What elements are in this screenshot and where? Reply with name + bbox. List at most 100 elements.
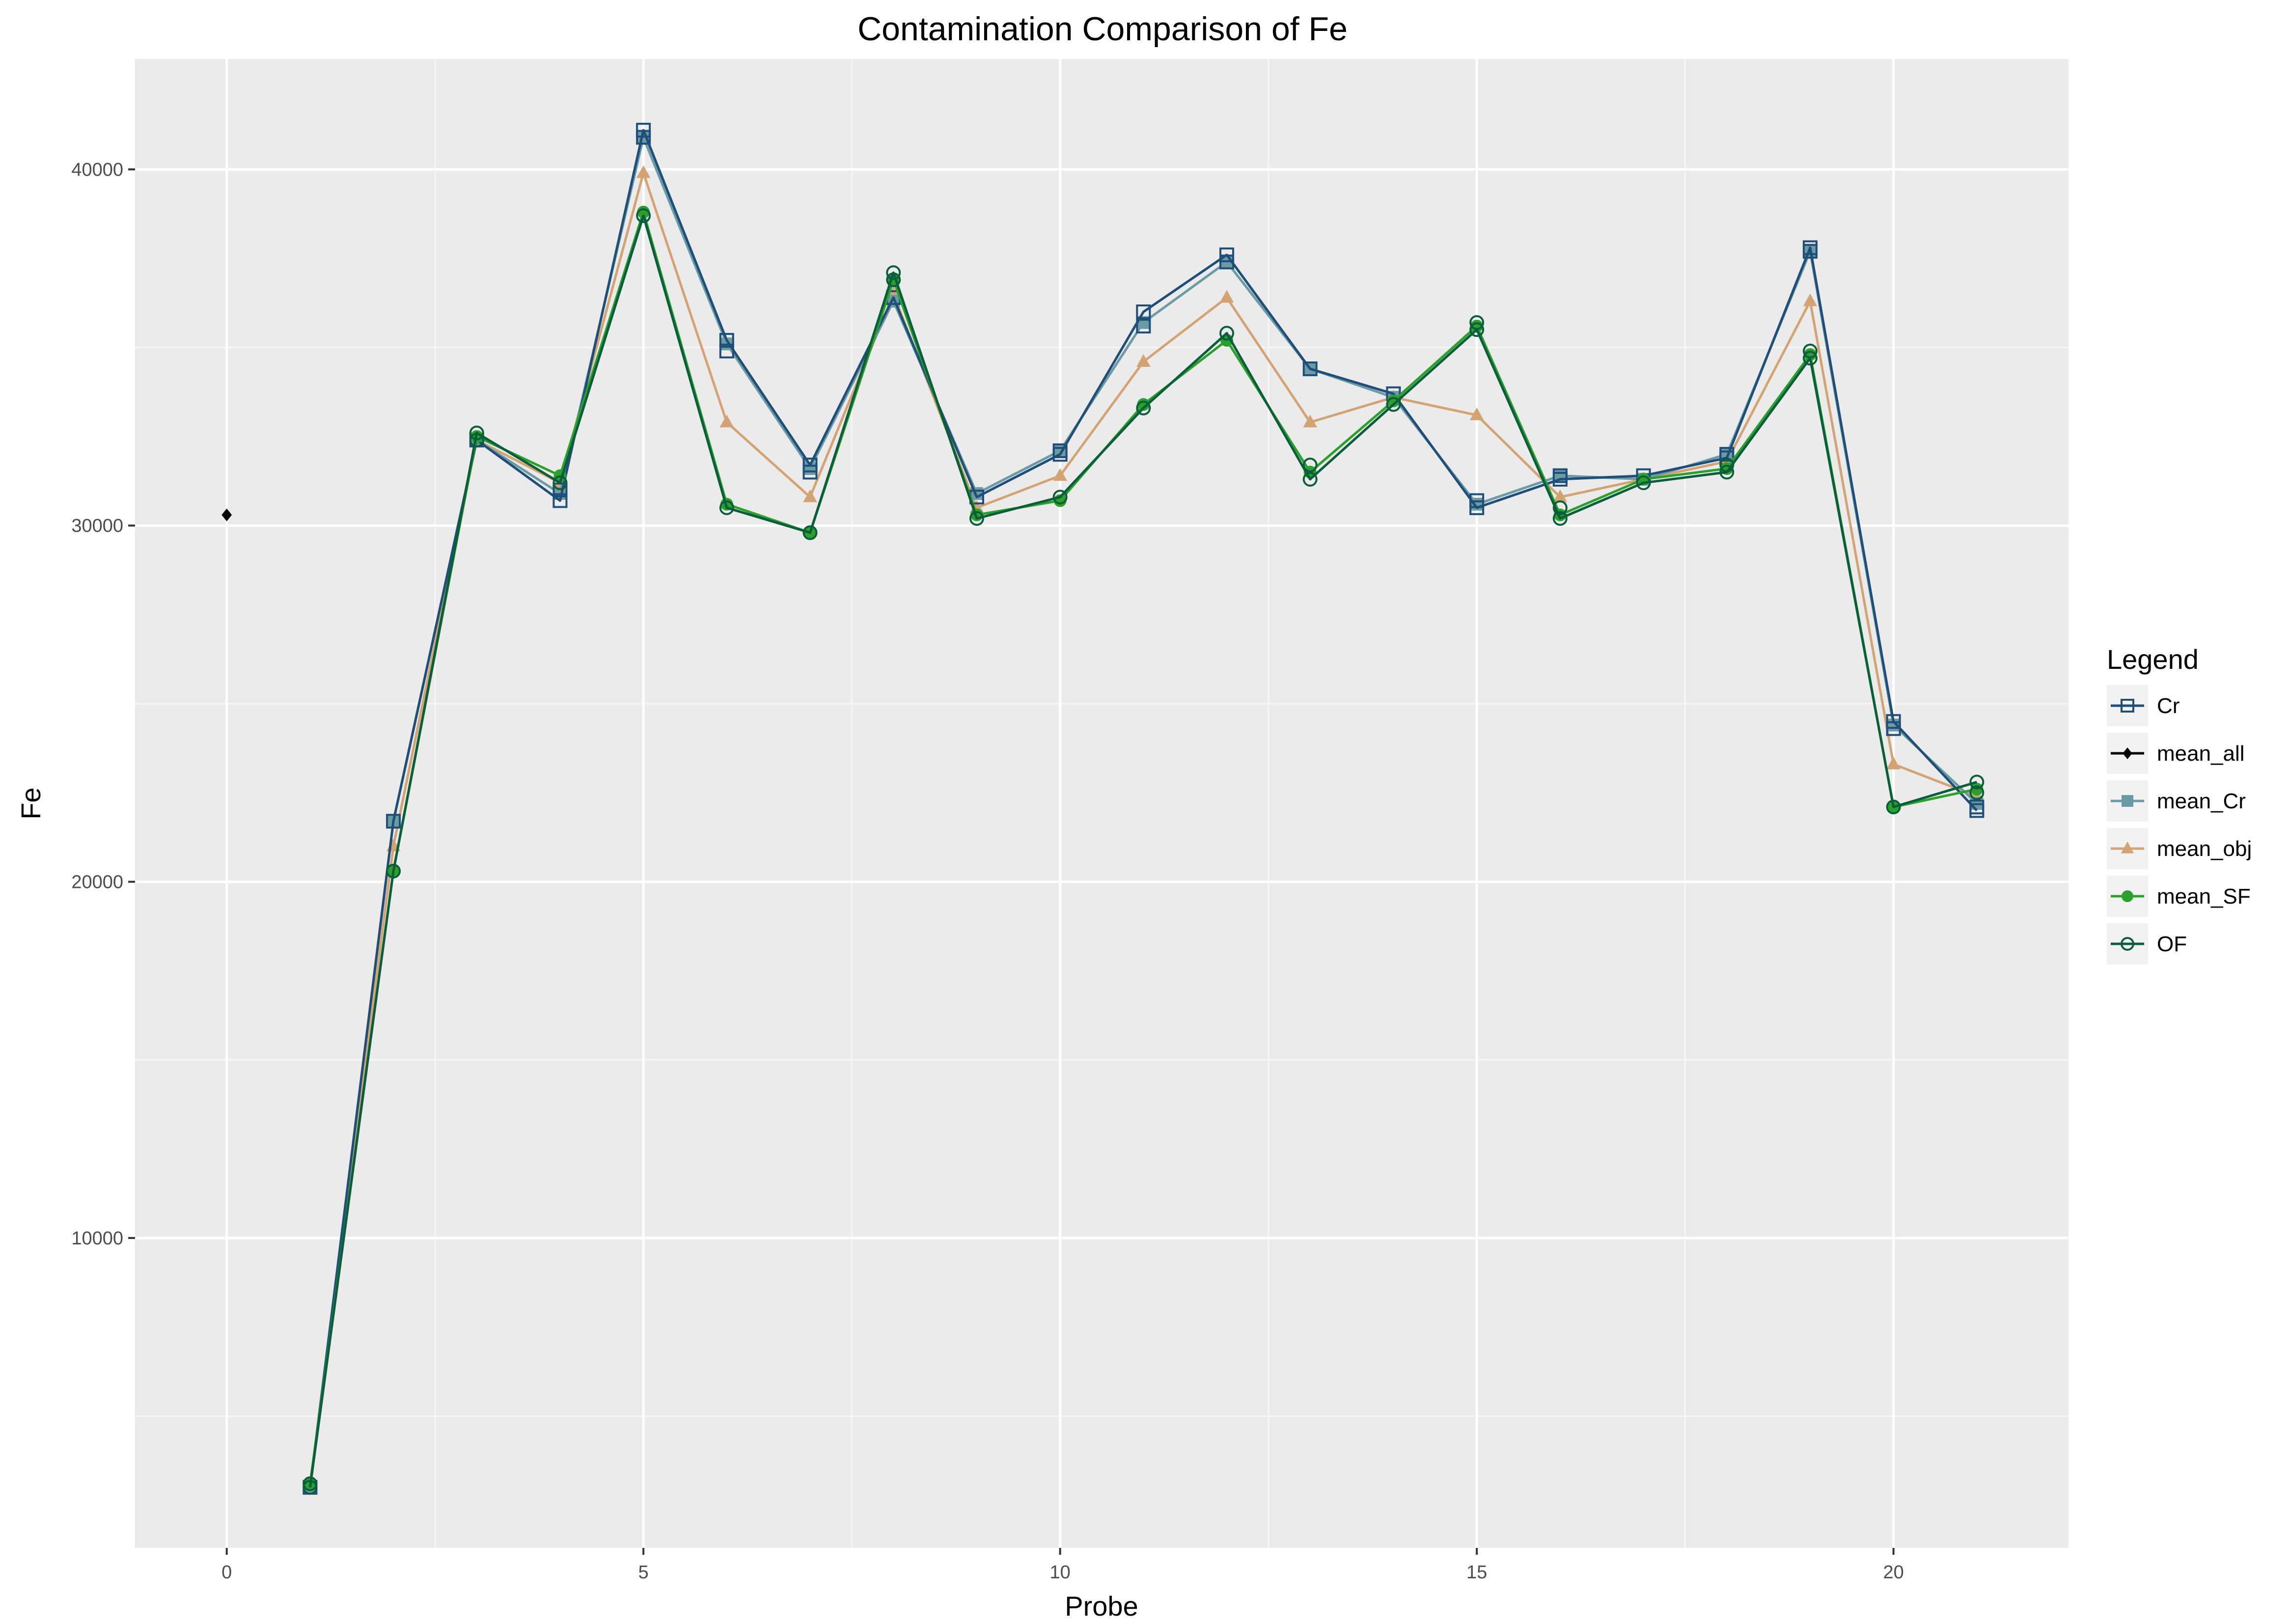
point-cr [636,130,651,145]
y-tick-label: 20000 [71,872,123,893]
series-layer [221,123,1985,1495]
point-of [552,475,568,491]
point-of [1552,500,1568,515]
point-cr [1969,799,1985,815]
point-mean-obj [1303,414,1318,428]
legend-key-marker [2121,841,2134,853]
y-tick-label: 10000 [71,1228,123,1249]
point-mean-sf [1387,394,1400,408]
point-mean-obj [719,414,734,428]
point-of [303,1476,318,1491]
point-of [636,208,651,223]
point-cr [1302,361,1318,377]
point-of [1969,774,1985,790]
series-line-of [308,214,1978,1488]
legend-label: mean_all [2157,742,2245,766]
series-mean-all [221,508,232,522]
series-cr [303,123,1985,1495]
y-tick-label: 40000 [71,160,123,180]
x-tick-label: 5 [638,1562,649,1583]
legend-item-mean-cr: mean_Cr [2107,780,2246,822]
point-of [1802,351,1818,366]
point-of [886,265,901,280]
point-mean-obj [1886,756,1901,770]
point-cr [552,493,568,508]
point-of [802,525,818,540]
point-of [1552,511,1568,526]
legend-key-marker [2122,890,2133,902]
point-of [1886,799,1901,815]
point-mean-obj [1553,489,1568,502]
point-of [886,272,901,287]
legend-title: Legend [2107,644,2199,675]
point-of [1636,475,1651,491]
point-cr [1886,721,1901,736]
point-mean-sf [637,205,650,219]
legend-item-mean-obj: mean_obj [2107,828,2252,869]
legend-key-marker [2121,937,2134,951]
legend-label: mean_Cr [2157,789,2246,813]
x-tick-label: 0 [221,1562,232,1583]
y-axis-title: Fe [15,787,46,819]
point-of [1302,471,1318,487]
plot-panel [135,59,2068,1548]
legend-item-cr: Cr [2107,685,2179,726]
point-of [1302,457,1318,472]
point-of [1386,397,1401,412]
legend: Legend Cr mean_all mean_Cr mean_obj mean_SF O… [2107,644,2252,964]
point-of [1719,457,1735,472]
point-cr [1052,443,1068,458]
legend-key-marker [2123,747,2132,759]
point-mean-obj [1053,468,1067,481]
point-mean-all [221,508,232,522]
x-axis-ticks: 0 5 10 15 20 [221,1548,1904,1583]
legend-item-mean-all: mean_all [2107,733,2245,774]
legend-label: Cr [2157,694,2179,718]
point-of [1719,465,1735,480]
point-mean-obj [1803,293,1818,306]
legend-label: OF [2157,932,2187,956]
point-of [1136,400,1151,415]
point-mean-sf [1137,398,1150,411]
legend-key-marker [2122,795,2133,807]
point-of [1802,343,1818,358]
point-of [719,500,734,515]
point-cr [1469,493,1485,508]
point-cr [1552,468,1568,483]
point-cr [1136,319,1151,334]
point-of [1969,785,1985,800]
point-of [1469,322,1485,337]
legend-item-of: OF [2107,923,2187,964]
point-of [969,511,984,526]
y-axis-ticks: 10000 20000 30000 40000 [71,160,135,1249]
series-mean-sf [303,205,1984,1490]
legend-label: mean_obj [2157,837,2252,861]
series-of [303,208,1985,1495]
point-mean-obj [803,489,817,502]
grid-minor [135,59,2068,1548]
point-cr [719,343,734,358]
legend-key-marker [2121,699,2134,713]
point-mean-obj [1469,407,1484,420]
chart-title: Contamination Comparison of Fe [857,10,1348,48]
x-axis-title: Probe [1065,1591,1138,1622]
series-line-cr [308,129,1978,1488]
point-cr [719,333,734,348]
point-cr [1802,244,1818,259]
legend-label: mean_SF [2157,884,2251,908]
point-of [1052,490,1068,505]
legend-item-mean-sf: mean_SF [2107,876,2251,917]
legend-items: Cr mean_all mean_Cr mean_obj mean_SF OF [2107,685,2252,964]
point-cr [1219,254,1235,270]
x-tick-label: 20 [1883,1562,1903,1583]
point-mean-obj [1136,354,1151,367]
point-cr [802,465,818,480]
point-cr [1719,447,1735,462]
point-cr [386,814,401,829]
point-of [469,425,484,440]
point-mean-obj [1219,290,1234,303]
x-tick-label: 10 [1050,1562,1071,1583]
y-tick-label: 30000 [71,516,123,536]
x-tick-label: 15 [1466,1562,1487,1583]
